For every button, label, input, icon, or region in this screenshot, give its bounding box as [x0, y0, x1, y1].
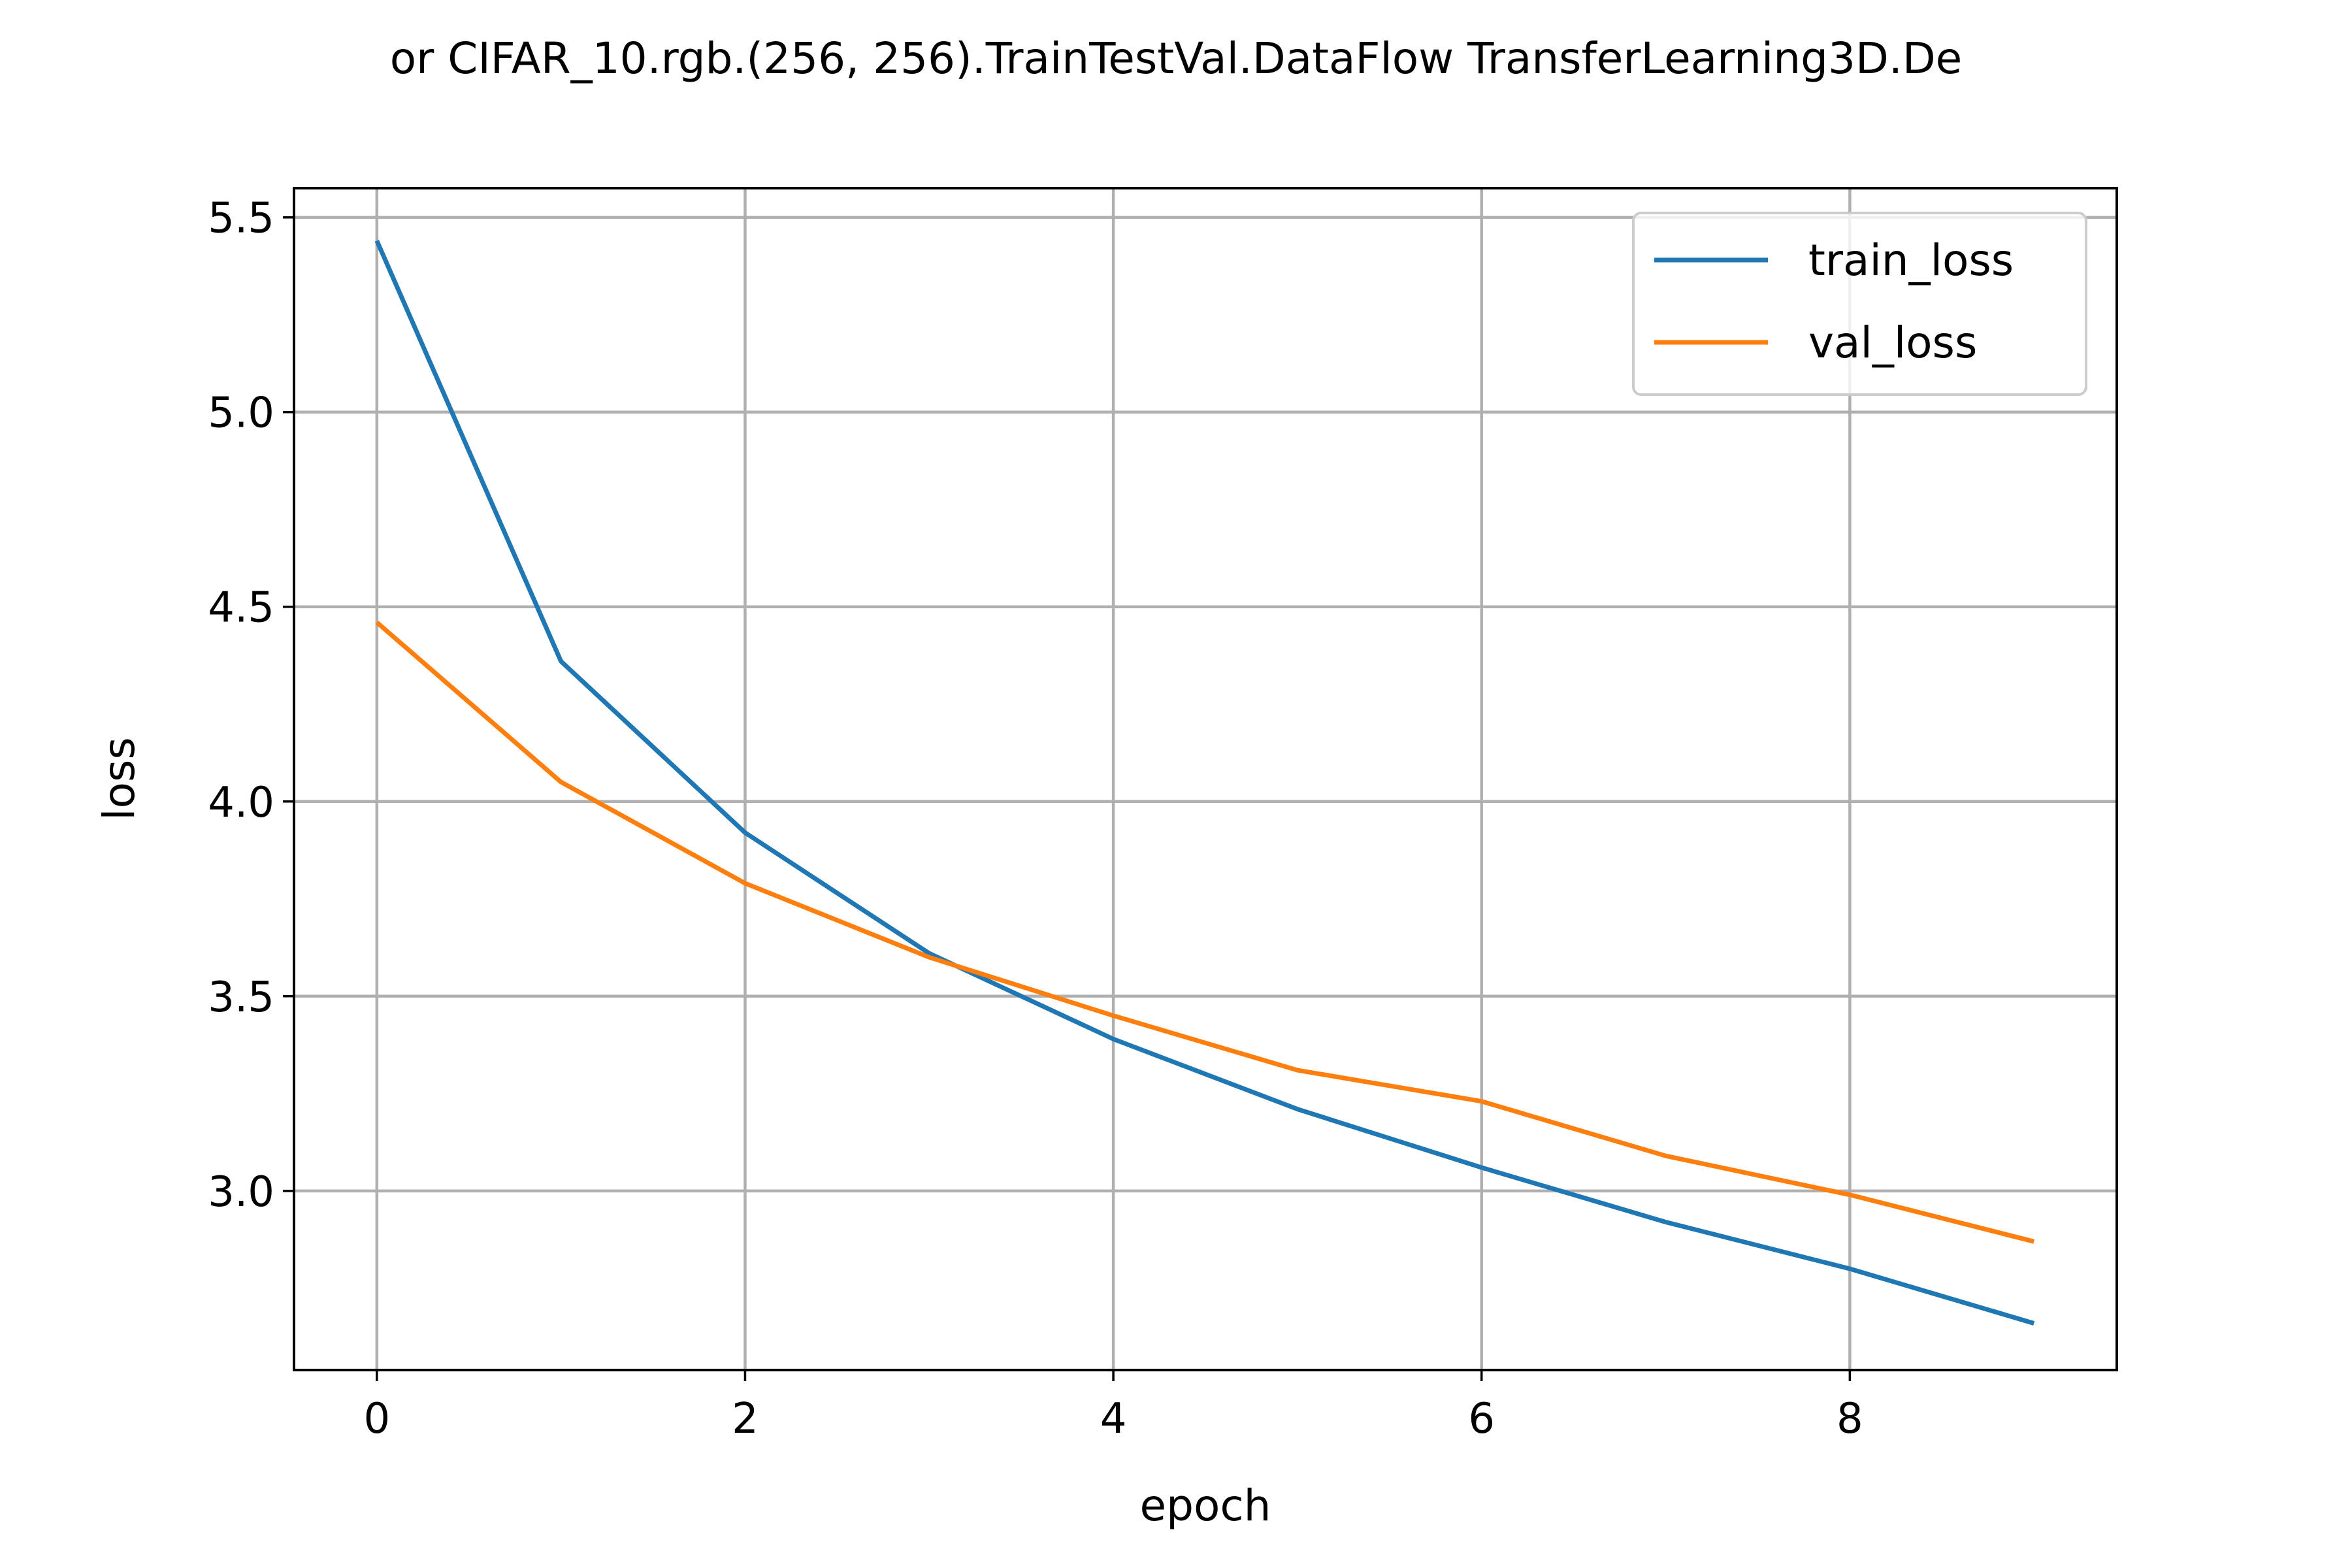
legend-label-train-loss: train_loss [1808, 235, 2014, 286]
y-tick-label: 3.0 [208, 1168, 274, 1217]
axis-ticks: 0 2 4 6 8 3.0 3.5 4.0 4.5 5.0 5.5 [208, 195, 1863, 1443]
x-tick-label: 6 [1468, 1395, 1495, 1443]
legend: train_loss val_loss [1632, 212, 2087, 396]
y-tick-label: 4.0 [208, 779, 274, 827]
x-tick-label: 2 [732, 1395, 759, 1443]
series-layer [374, 240, 2035, 1326]
series-line-train-loss [374, 240, 2035, 1326]
x-axis-label: epoch [1140, 1480, 1271, 1531]
x-tick-label: 8 [1837, 1395, 1863, 1443]
y-tick-label: 4.5 [208, 584, 274, 632]
y-tick-label: 5.5 [208, 195, 274, 243]
series-line-val-loss [375, 620, 2035, 1244]
y-tick-label: 5.0 [208, 389, 274, 438]
x-tick-label: 0 [363, 1395, 390, 1443]
x-tick-label: 4 [1100, 1395, 1127, 1443]
plot-area-frame [293, 187, 2118, 1371]
legend-label-val-loss: val_loss [1808, 318, 1977, 368]
y-axis-label: loss [94, 737, 144, 821]
chart-title: or CIFAR_10.rgb.(256, 256).TrainTestVal.… [390, 33, 1963, 84]
y-tick-label: 3.5 [208, 973, 274, 1022]
